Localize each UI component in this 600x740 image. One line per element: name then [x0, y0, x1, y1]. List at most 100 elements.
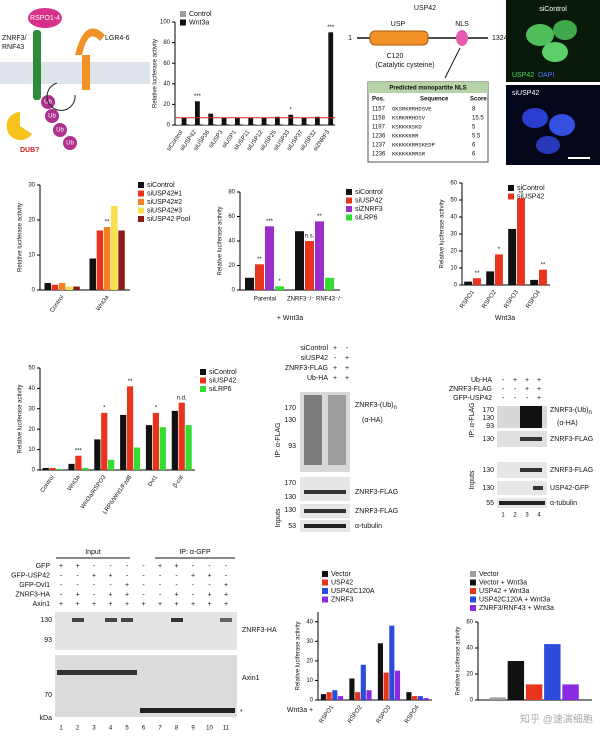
image-top: [506, 0, 600, 82]
bar: [49, 467, 56, 470]
condition-sign: +: [191, 601, 195, 608]
y-tick-label: 30: [28, 406, 35, 412]
condition-sign: +: [92, 572, 96, 579]
condition-sign: -: [502, 386, 505, 393]
y-tick-label: 10: [28, 447, 35, 453]
bar: [296, 124, 302, 125]
bar: [255, 264, 264, 290]
legend-label: siUSP42#3: [147, 207, 182, 214]
condition-sign: +: [174, 591, 178, 598]
condition-sign: +: [207, 591, 211, 598]
condition-sign: +: [345, 355, 349, 362]
band: [57, 670, 137, 675]
bar: [56, 468, 63, 470]
dub-label: DUB?: [20, 147, 39, 154]
y-axis-label: Relative luciferase activity: [218, 206, 224, 275]
bar: [229, 124, 235, 125]
condition-sign: -: [76, 572, 79, 579]
y-tick-label: 20: [228, 263, 235, 269]
x-tick-label: RSPO2: [481, 289, 498, 310]
legend-label: siLRP6: [355, 214, 378, 221]
band: [304, 509, 346, 513]
legend-swatch: [470, 605, 476, 611]
significance: *: [103, 405, 106, 411]
band-label: ZNRF3-FLAG: [355, 489, 398, 496]
legend-label: Vector: [331, 571, 352, 578]
cell: [553, 20, 577, 40]
bar: [248, 117, 254, 125]
bar: [489, 697, 506, 700]
smear: [328, 395, 346, 465]
blot-2: 170 130 93 130 130 130 55 IP: α-FLAG Inp…: [469, 402, 593, 508]
significance: *: [278, 279, 281, 285]
condition-sign: +: [174, 601, 178, 608]
image-label: siControl: [539, 6, 567, 13]
bar: [423, 698, 429, 700]
bar: [51, 284, 59, 290]
bar: [305, 241, 314, 290]
legend-swatch: [470, 571, 476, 577]
band-label: ZNRF3-(Ub): [550, 407, 589, 414]
condition-sign: -: [93, 582, 96, 589]
bar: [152, 412, 160, 470]
domain-label: USP: [391, 21, 406, 28]
ub-label: Ub: [66, 141, 74, 147]
x-tick-label: β-cat: [172, 474, 185, 489]
bar: [221, 117, 227, 125]
gel: [300, 477, 350, 501]
bar: [103, 227, 111, 290]
condition-sign: -: [109, 582, 112, 589]
bar: [406, 692, 412, 700]
condition-sign: -: [225, 572, 228, 579]
significance: **: [257, 257, 262, 263]
condition-sign: +: [333, 375, 337, 382]
stain-label: USP42: [512, 72, 534, 79]
bar: [82, 467, 89, 470]
condition-sign: -: [93, 591, 96, 598]
legend-label: ZNRF3/RNF43 + Wnt3a: [479, 605, 554, 612]
smear: [304, 395, 322, 465]
x-tick-label: RSPO1: [319, 704, 336, 725]
lane-number: 7: [158, 726, 162, 732]
subscript: n: [394, 405, 397, 411]
bar: [269, 124, 275, 125]
legend-swatch: [200, 369, 206, 375]
y-tick-label: 40: [228, 239, 235, 245]
condition-sign: -: [502, 395, 505, 402]
bar: [495, 254, 503, 285]
condition-sign: -: [208, 563, 211, 570]
bar: [216, 124, 222, 125]
kda: kDa: [40, 715, 53, 722]
ub-label: Ub: [56, 128, 64, 134]
bar: [94, 439, 101, 470]
receptor-label: RNF43: [2, 44, 24, 51]
condition-sign: -: [76, 582, 79, 589]
significance: **: [519, 191, 524, 197]
membrane: [0, 62, 150, 84]
legend-swatch: [322, 596, 328, 603]
y-tick-label: 40: [450, 215, 457, 221]
condition-sign: +: [525, 386, 529, 393]
bar: [283, 124, 288, 125]
lane-number: 10: [206, 726, 213, 732]
y-tick-label: 20: [28, 218, 35, 224]
band: [520, 468, 542, 472]
y-axis-label: Relative luciferase activity: [153, 39, 159, 108]
lane-number: 4: [537, 513, 541, 519]
bar: [101, 412, 108, 470]
legend-swatch: [508, 193, 514, 200]
x-tick-label: Dvl1: [147, 474, 159, 488]
bar: [539, 269, 547, 285]
y-tick-label: 60: [163, 61, 170, 67]
marker: 130: [284, 417, 296, 424]
bar: [323, 123, 328, 125]
table-cell: KKKKKKRR: [392, 132, 419, 139]
legend-label: siControl: [147, 182, 175, 189]
bar: [508, 228, 517, 285]
condition-label: Ub-HA: [307, 375, 328, 382]
condition-sign: +: [537, 377, 541, 384]
x-tick-label: Wnt3a: [67, 474, 82, 492]
bar: [544, 644, 561, 700]
bar: [58, 283, 66, 290]
